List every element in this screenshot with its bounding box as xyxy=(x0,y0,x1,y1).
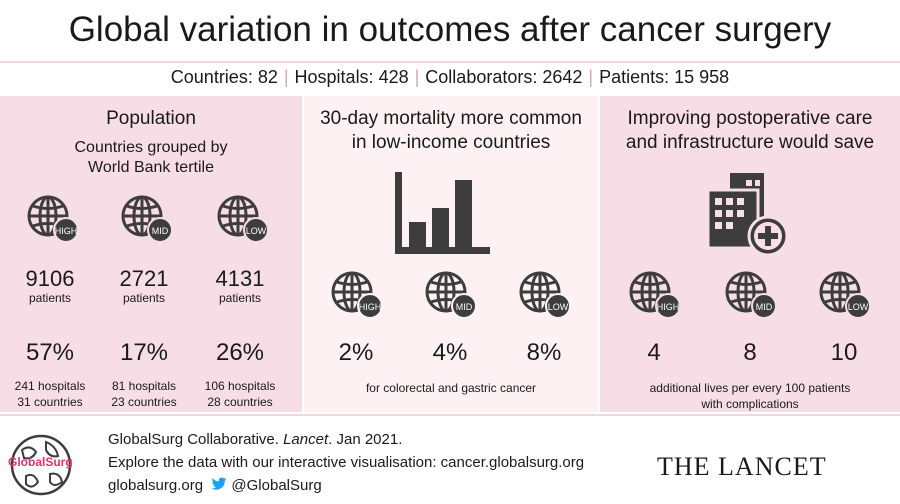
globe-icon: LOW xyxy=(819,271,871,318)
lives-saved-value: 4 xyxy=(647,339,661,366)
patient-count: 2721 xyxy=(119,266,169,291)
globe-icon: MID xyxy=(425,271,477,318)
divider xyxy=(0,61,900,63)
lancet-logo: THE LANCET xyxy=(657,452,827,481)
social-links: globalsurg.org @GlobalSurg xyxy=(108,477,322,494)
globe-icon: LOW xyxy=(519,271,571,318)
lives-saved-value: 8 xyxy=(743,339,757,366)
globe-badge: LOW xyxy=(848,302,869,312)
globe-badge: MID xyxy=(152,226,169,236)
globe-icon: HIGH xyxy=(331,271,383,318)
stat-countries: Countries: 82 xyxy=(170,67,278,87)
globe-badge: LOW xyxy=(548,302,569,312)
twitter-handle[interactable]: @GlobalSurg xyxy=(231,477,322,494)
patient-count: 9106 xyxy=(25,266,75,291)
hospital-count: 81 hospitals xyxy=(111,379,177,393)
globalsurg-logo xyxy=(10,434,72,496)
population-subtitle-line1: Countries grouped by xyxy=(74,139,228,156)
globe-badge: MID xyxy=(456,302,473,312)
hospital-icon xyxy=(706,173,789,257)
globe-icon: HIGH xyxy=(629,271,681,318)
mortality-title-line2: in low-income countries xyxy=(351,132,551,153)
patient-count: 4131 xyxy=(215,266,265,291)
page-title: Global variation in outcomes after cance… xyxy=(68,10,832,49)
patient-unit: patients xyxy=(122,291,166,305)
stat-hospitals: Hospitals: 428 xyxy=(294,67,409,87)
mortality-value: 4% xyxy=(432,339,468,366)
care-note-line2: with complications xyxy=(701,397,799,411)
globe-badge: HIGH xyxy=(359,302,382,312)
patient-unit: patients xyxy=(28,291,72,305)
hospital-count: 241 hospitals xyxy=(14,379,86,393)
globe-badge: HIGH xyxy=(55,226,78,236)
country-count: 31 countries xyxy=(17,395,83,409)
mortality-panel: 30-day mortality more common in low-inco… xyxy=(304,96,598,412)
mortality-note: for colorectal and gastric cancer xyxy=(365,381,537,395)
mortality-value: 2% xyxy=(338,339,374,366)
country-count: 28 countries xyxy=(207,395,273,409)
bar-chart-icon xyxy=(395,172,490,254)
patient-unit: patients xyxy=(218,291,262,305)
stat-collaborators: Collaborators: 2642 xyxy=(425,67,583,87)
lives-saved-value: 10 xyxy=(830,339,858,366)
stats-bar: Countries: 82 | Hospitals: 428 | Collaborato… xyxy=(0,67,900,88)
care-title-line2: and infrastructure would save xyxy=(625,132,875,153)
citation-journal: Lancet xyxy=(283,431,329,448)
country-count: 23 countries xyxy=(111,395,177,409)
care-panel: Improving postoperative care and infrast… xyxy=(600,96,900,412)
stat-separator: | xyxy=(283,67,289,87)
patient-percent: 26% xyxy=(215,339,265,366)
citation-prefix: GlobalSurg Collaborative. xyxy=(108,431,284,448)
globalsurg-logo-text: GlobalSurg xyxy=(8,455,73,469)
patient-percent: 17% xyxy=(119,339,169,366)
population-panel: Population Countries grouped by World Ba… xyxy=(0,96,302,412)
divider xyxy=(0,414,900,416)
hospital-count: 106 hospitals xyxy=(204,379,276,393)
mortality-title-line1: 30-day mortality more common xyxy=(320,108,582,129)
population-subtitle-line2: World Bank tertile xyxy=(88,159,214,176)
stat-separator: | xyxy=(414,67,420,87)
stat-patients: Patients: 15 958 xyxy=(599,67,730,87)
globe-badge: MID xyxy=(756,302,773,312)
care-note-line1: additional lives per every 100 patients xyxy=(649,381,851,395)
globe-badge: HIGH xyxy=(657,302,680,312)
globe-icon: HIGH xyxy=(27,195,79,242)
globe-icon: LOW xyxy=(217,195,269,242)
twitter-bird-icon xyxy=(211,477,227,490)
mortality-value: 8% xyxy=(526,339,562,366)
globe-icon: MID xyxy=(725,271,777,318)
citation: GlobalSurg Collaborative. Lancet. Jan 20… xyxy=(108,431,402,448)
explore-link[interactable]: Explore the data with our interactive vi… xyxy=(108,454,585,471)
globe-badge: LOW xyxy=(246,226,267,236)
patient-percent: 57% xyxy=(25,339,75,366)
population-title: Population xyxy=(106,108,196,129)
stat-separator: | xyxy=(588,67,594,87)
website-link[interactable]: globalsurg.org xyxy=(108,477,204,494)
globe-icon: MID xyxy=(121,195,173,242)
care-title-line1: Improving postoperative care xyxy=(627,108,873,129)
citation-suffix: . Jan 2021. xyxy=(328,431,403,448)
